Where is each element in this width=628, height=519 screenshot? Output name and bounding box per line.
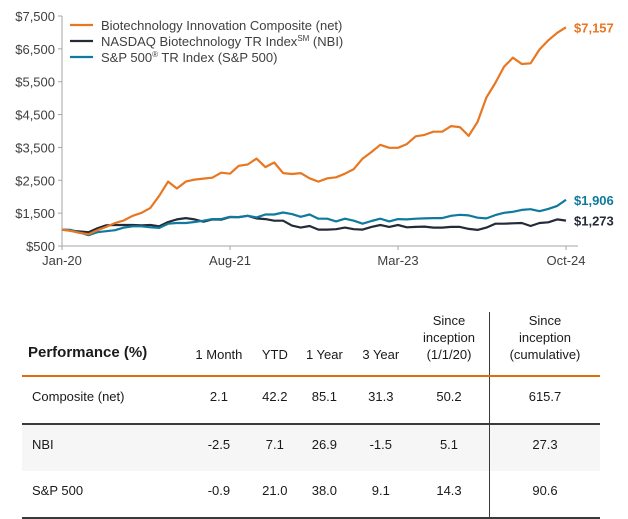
y-tick-label: $4,500	[15, 108, 55, 123]
table-row-sp500: S&P 500 -0.9 21.0 38.0 9.1 14.3 90.6	[22, 471, 600, 518]
end-labels: $1,273 $1,906 $7,157	[574, 20, 614, 228]
col-header-since-inception-cumulative: Since inception (cumulative)	[489, 312, 600, 376]
cell-1-year: 26.9	[311, 436, 338, 452]
end-label-sp500: $1,906	[574, 193, 614, 208]
col-header-line: Since	[528, 313, 562, 328]
cell-since-inception: 50.2	[436, 388, 462, 404]
legend-label-sp500: S&P 500® TR Index (S&P 500)	[101, 50, 277, 65]
cell-3-year: 9.1	[371, 482, 390, 498]
col-header-line: (1/1/20)	[426, 347, 472, 362]
cell-ytd: 42.2	[262, 388, 288, 404]
end-label-composite: $7,157	[574, 20, 614, 35]
col-header-line: Since	[432, 313, 466, 328]
table-header-row: Performance (%) 1 Month YTD 1 Year 3 Yea…	[22, 312, 600, 376]
col-header-line: inception	[422, 330, 476, 345]
x-tick-label: Oct-24	[546, 253, 585, 268]
cell-1-month: -0.9	[207, 482, 231, 498]
table-title: Performance (%)	[28, 344, 148, 361]
col-header-1-year: 1 Year	[305, 347, 343, 362]
performance-line-chart: $500 $1,500 $2,500 $3,500 $4,500 $5,500 $6,500…	[15, 9, 614, 268]
col-header-line: inception	[518, 330, 572, 345]
y-tick-label: $500	[26, 239, 55, 254]
col-header-1-month: 1 Month	[195, 347, 243, 362]
y-tick-label: $6,500	[15, 42, 55, 57]
cell-3-year: 31.3	[368, 388, 394, 404]
col-header-line: (cumulative)	[509, 347, 581, 362]
col-header-since-inception: Since inception (1/1/20)	[409, 312, 490, 376]
cell-1-month: -2.5	[207, 436, 231, 452]
cell-cumulative: 615.7	[489, 376, 600, 424]
y-tick-label: $2,500	[15, 173, 55, 188]
y-axis: $500 $1,500 $2,500 $3,500 $4,500 $5,500 $6,500…	[15, 9, 63, 254]
cell-1-year: 85.1	[311, 388, 338, 404]
cell-cumulative: 27.3	[489, 424, 600, 471]
legend: Biotechnology Innovation Composite (net)…	[70, 18, 343, 65]
series-lines	[61, 26, 567, 237]
y-tick-label: $1,500	[15, 206, 55, 221]
legend-label-nbi: NASDAQ Biotechnology TR IndexSM (NBI)	[101, 34, 343, 49]
y-tick-label: $3,500	[15, 140, 55, 155]
cell-ytd: 7.1	[265, 436, 284, 452]
table-row-composite: Composite (net) 2.1 42.2 85.1 31.3 50.2 …	[22, 376, 600, 424]
y-tick-label: $5,500	[15, 75, 55, 90]
row-label: Composite (net)	[32, 388, 125, 404]
cell-1-year: 38.0	[311, 482, 338, 498]
cell-1-month: 2.1	[209, 388, 228, 404]
cell-since-inception: 14.3	[436, 482, 462, 498]
cell-3-year: -1.5	[369, 436, 392, 452]
x-tick-label: Aug-21	[209, 253, 251, 268]
legend-label-composite: Biotechnology Innovation Composite (net)	[101, 18, 342, 33]
series-line-composite	[61, 26, 567, 236]
x-axis: Jan-20 Aug-21 Mar-23 Oct-24	[42, 245, 586, 268]
row-label: NBI	[32, 436, 54, 452]
table-row-nbi: NBI -2.5 7.1 26.9 -1.5 5.1 27.3	[22, 424, 600, 471]
performance-table: Performance (%) 1 Month YTD 1 Year 3 Yea…	[22, 312, 600, 519]
cell-cumulative: 90.6	[489, 471, 600, 518]
row-label: S&P 500	[32, 482, 84, 498]
col-header-3-year: 3 Year	[362, 347, 400, 362]
cell-since-inception: 5.1	[439, 436, 459, 452]
y-tick-label: $7,500	[15, 9, 55, 24]
series-line-sp500	[61, 198, 567, 237]
x-tick-label: Jan-20	[42, 253, 82, 268]
cell-ytd: 21.0	[262, 482, 288, 498]
col-header-ytd: YTD	[261, 347, 288, 362]
series-line-nbi	[61, 214, 567, 234]
x-tick-label: Mar-23	[377, 253, 418, 268]
end-label-nbi: $1,273	[574, 214, 614, 229]
